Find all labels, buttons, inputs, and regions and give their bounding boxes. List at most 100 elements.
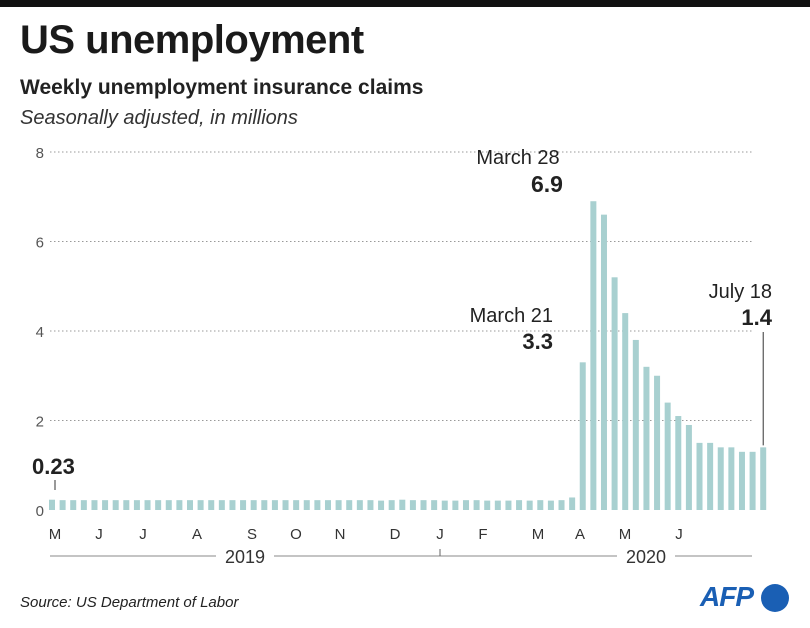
x-month-label: O bbox=[290, 526, 302, 543]
y-tick-label: 6 bbox=[36, 235, 44, 252]
top-rule bbox=[0, 0, 810, 7]
bar bbox=[176, 500, 183, 510]
x-month-label: M bbox=[49, 526, 62, 543]
bar bbox=[685, 424, 692, 510]
bar bbox=[760, 447, 767, 510]
bar bbox=[186, 500, 193, 510]
bar bbox=[409, 500, 416, 510]
bar bbox=[282, 500, 289, 510]
x-month-label: J bbox=[675, 526, 683, 543]
logo-circle-icon bbox=[761, 584, 789, 612]
bar bbox=[49, 499, 55, 510]
bar bbox=[643, 366, 650, 510]
x-month-label: M bbox=[532, 526, 545, 543]
bar bbox=[558, 500, 565, 510]
bar bbox=[462, 500, 469, 510]
bar bbox=[102, 500, 109, 510]
bar bbox=[717, 447, 724, 510]
bar bbox=[675, 416, 682, 510]
bar bbox=[399, 499, 406, 510]
bar bbox=[696, 442, 703, 510]
bar bbox=[144, 500, 151, 510]
logo-text: AFP bbox=[700, 581, 754, 612]
bar bbox=[303, 500, 310, 510]
bar bbox=[654, 375, 661, 510]
bar bbox=[452, 500, 459, 510]
bar-chart: 0 2 4 6 8 M J J A S O N D J F M A M J 2019 2020 0.23 March 213… bbox=[32, 145, 773, 567]
afp-logo: AFP bbox=[700, 580, 794, 616]
bar bbox=[240, 500, 247, 510]
annotation-label: March 28 bbox=[476, 147, 559, 169]
bar bbox=[335, 500, 342, 510]
bar bbox=[431, 500, 438, 510]
bar bbox=[579, 362, 586, 510]
annotation-value: 3.3 bbox=[522, 329, 553, 354]
bar bbox=[537, 500, 544, 510]
x-month-label: A bbox=[192, 526, 202, 543]
year-label: 2020 bbox=[626, 547, 666, 567]
bar bbox=[738, 451, 745, 510]
bar bbox=[664, 402, 671, 510]
bar bbox=[632, 339, 639, 510]
chart-title: US unemployment bbox=[20, 18, 364, 62]
bar bbox=[155, 500, 162, 510]
bar bbox=[197, 500, 204, 510]
bar bbox=[112, 500, 119, 510]
bar bbox=[165, 500, 172, 510]
bar bbox=[505, 500, 512, 510]
bar bbox=[208, 500, 215, 510]
bar bbox=[261, 500, 268, 510]
unit-note: Seasonally adjusted, in millions bbox=[20, 107, 298, 129]
bar bbox=[388, 500, 395, 510]
bar bbox=[250, 500, 257, 510]
bar bbox=[346, 500, 353, 510]
bar bbox=[324, 500, 331, 510]
bar bbox=[707, 442, 714, 510]
bar bbox=[367, 500, 374, 510]
x-month-label: N bbox=[335, 526, 346, 543]
bar bbox=[569, 497, 576, 510]
y-tick-label: 8 bbox=[36, 145, 44, 162]
x-month-label: D bbox=[390, 526, 401, 543]
bar bbox=[484, 500, 491, 510]
x-month-label: J bbox=[95, 526, 103, 543]
bar bbox=[547, 500, 554, 510]
bar bbox=[91, 500, 98, 510]
bar bbox=[133, 500, 140, 510]
source-note: Source: US Department of Labor bbox=[20, 594, 239, 611]
bar bbox=[59, 500, 66, 510]
bar bbox=[271, 500, 278, 510]
bar bbox=[749, 451, 756, 510]
annotation-value: 0.23 bbox=[32, 454, 75, 479]
bar bbox=[218, 500, 225, 510]
bar bbox=[314, 500, 321, 510]
bar bbox=[728, 447, 735, 510]
bar bbox=[441, 500, 448, 510]
chart-subtitle: Weekly unemployment insurance claims bbox=[20, 76, 424, 99]
bar bbox=[123, 500, 130, 510]
x-month-label: J bbox=[436, 526, 444, 543]
y-tick-label: 4 bbox=[36, 324, 44, 341]
bar bbox=[494, 500, 501, 510]
bar bbox=[80, 500, 87, 510]
bar bbox=[611, 277, 618, 510]
bar bbox=[473, 500, 480, 510]
x-month-label: M bbox=[619, 526, 632, 543]
x-month-label: S bbox=[247, 526, 257, 543]
bar bbox=[526, 500, 533, 510]
x-month-label: A bbox=[575, 526, 585, 543]
y-tick-label: 2 bbox=[36, 414, 44, 431]
annotation-value: 1.4 bbox=[741, 305, 772, 330]
x-month-label: J bbox=[139, 526, 147, 543]
bar bbox=[229, 500, 236, 510]
x-month-label: F bbox=[478, 526, 487, 543]
bar bbox=[70, 500, 77, 510]
annotation-value: 6.9 bbox=[531, 171, 563, 197]
bar bbox=[622, 313, 629, 510]
annotation-label: March 21 bbox=[470, 305, 553, 327]
bar bbox=[356, 500, 363, 510]
annotation-label: July 18 bbox=[709, 281, 772, 303]
bar bbox=[378, 500, 385, 510]
bar bbox=[420, 500, 427, 510]
bar bbox=[293, 500, 300, 510]
